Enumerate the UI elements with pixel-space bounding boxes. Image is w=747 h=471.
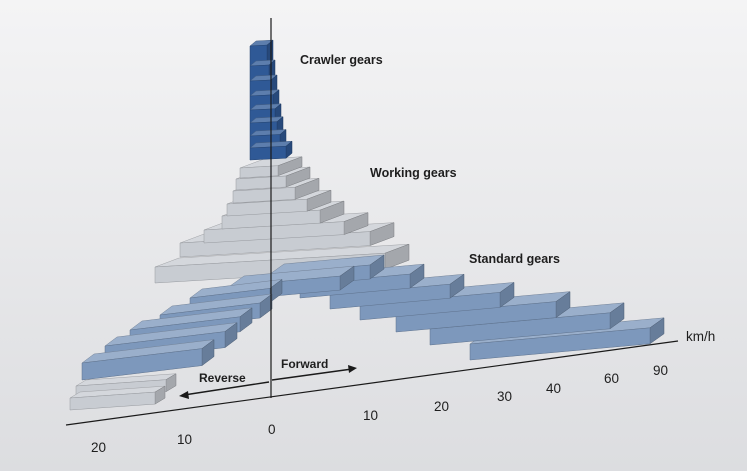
reverse-arrow (183, 381, 270, 396)
direction-arrows (179, 365, 357, 399)
working-gear-7-front (235, 175, 287, 191)
working-gear-8-front (239, 165, 279, 179)
standard-gear-forward-1-front (469, 327, 651, 361)
working-gears-label: Working gears (370, 166, 457, 180)
working-gear-reverse-2-front (69, 391, 156, 411)
speed-axis (65, 340, 679, 426)
standard-gear-forward-4-front (359, 292, 501, 321)
crawler-gears-bars (249, 39, 293, 161)
unit-label: km/h (686, 329, 715, 344)
standard-gears-bars (69, 254, 665, 411)
forward-tick-20: 20 (434, 399, 449, 414)
forward-tick-30: 30 (497, 389, 512, 404)
crawler-gear-1-front (249, 145, 287, 161)
origin-tick: 0 (268, 422, 276, 437)
forward-arrowhead (348, 365, 357, 373)
standard-gears-label: Standard gears (469, 252, 560, 266)
standard-gear-reverse-5-front (81, 348, 203, 381)
forward-tick-40: 40 (546, 381, 561, 396)
crawler-gears-label: Crawler gears (300, 53, 383, 67)
standard-gear-forward-3-front (395, 301, 557, 333)
reverse-tick-10: 10 (177, 432, 192, 447)
standard-gear-reverse-5 (81, 339, 215, 381)
forward-arrow (271, 368, 353, 381)
forward-tick-90: 90 (653, 363, 668, 378)
forward-tick-60: 60 (604, 371, 619, 386)
working-gears-bars (154, 156, 410, 284)
forward-tick-10: 10 (363, 408, 378, 423)
working-gear-reverse-2 (69, 385, 166, 411)
working-gear-6-front (232, 187, 296, 204)
forward-label: Forward (281, 357, 328, 371)
reverse-tick-20: 20 (91, 440, 106, 455)
working-gear-5-front (226, 198, 308, 217)
reverse-label: Reverse (199, 371, 246, 385)
reverse-arrowhead (179, 391, 189, 399)
